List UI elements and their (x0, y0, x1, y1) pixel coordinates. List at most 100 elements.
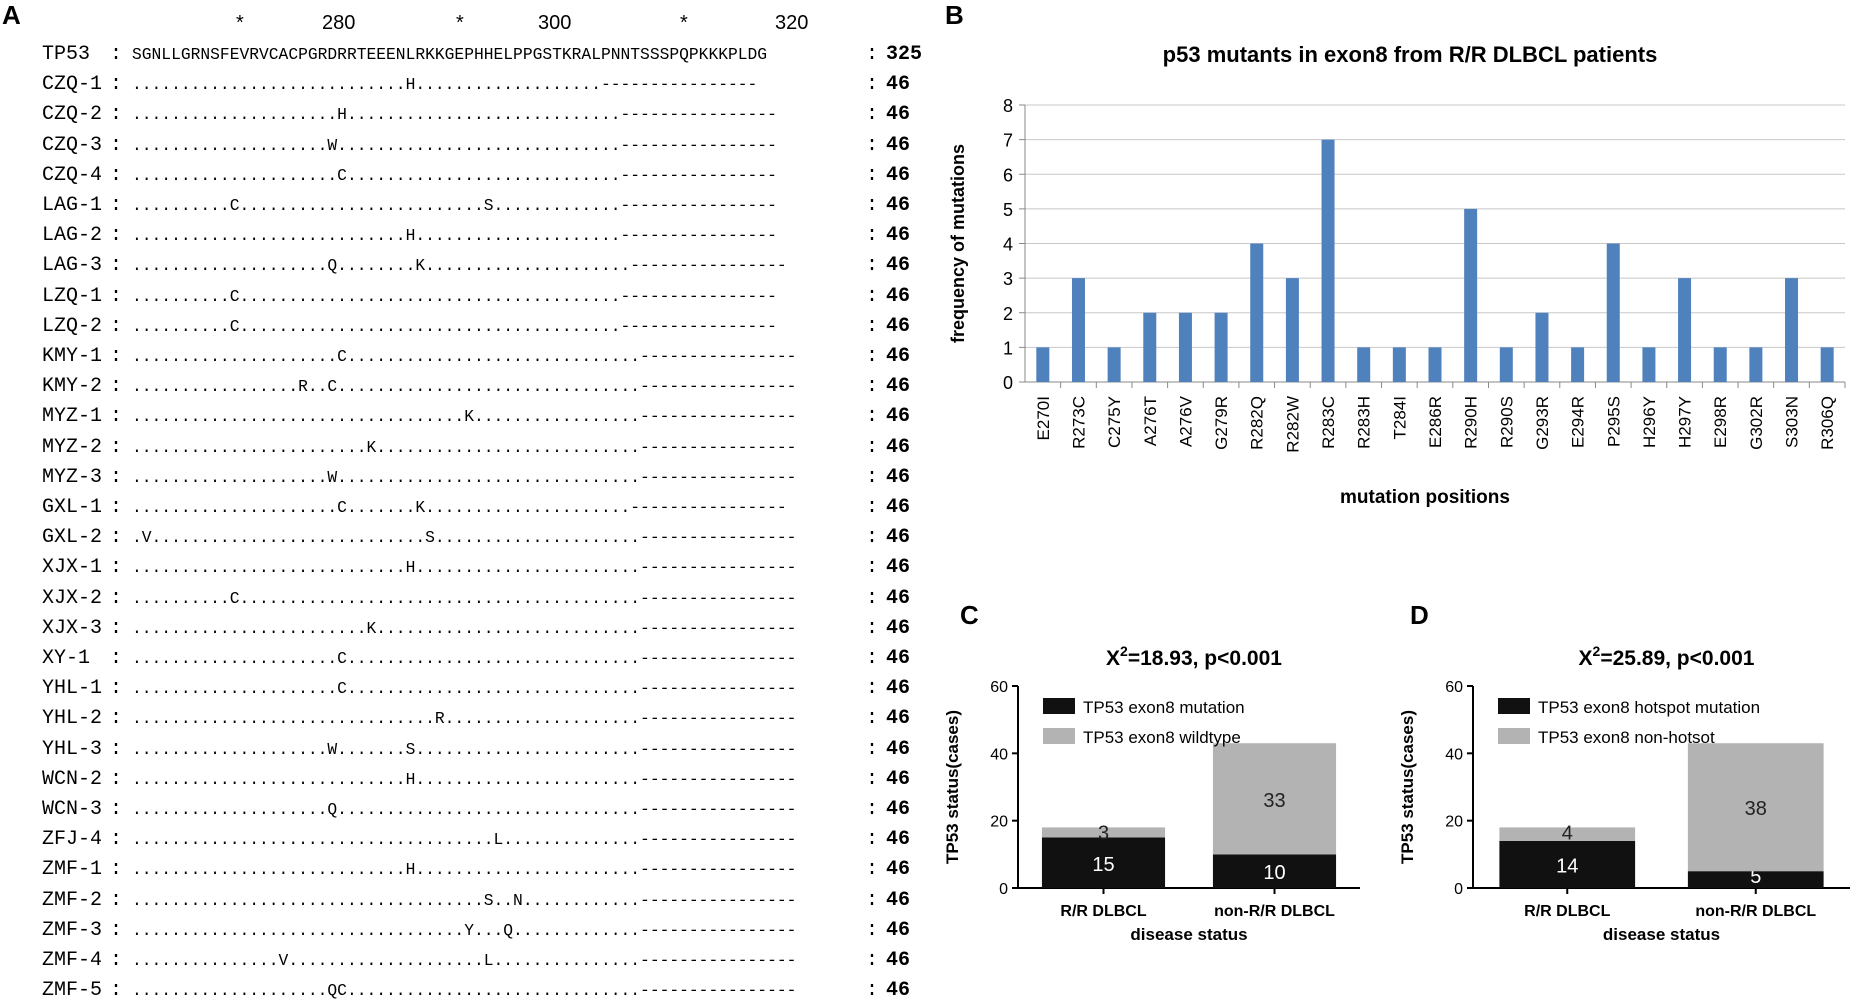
y-tick-label: 0 (999, 881, 1008, 898)
row-sequence: ....................QC..................… (132, 981, 797, 1001)
row-name: CZQ-4 (42, 163, 103, 187)
row-colon: : (866, 767, 879, 791)
x-tick-label: E298R (1711, 396, 1730, 448)
y-tick-label: 1 (1003, 338, 1013, 358)
row-colon: : (866, 858, 879, 882)
row-count: 46 (886, 103, 911, 127)
x-axis-label: disease status (1130, 925, 1247, 944)
row-colon: : (110, 798, 123, 821)
x-tick-label: R290H (1462, 396, 1481, 449)
row-name: LZQ-2 (42, 314, 103, 338)
row-count: 46 (886, 405, 911, 429)
x-tick-label: H296Y (1640, 396, 1659, 448)
row-count: 46 (886, 73, 911, 97)
bar (1071, 278, 1085, 382)
y-tick-label: 3 (1003, 269, 1013, 289)
bar (1499, 347, 1513, 382)
row-colon: : (866, 43, 879, 66)
y-tick-label: 7 (1003, 131, 1013, 151)
row-colon: : (110, 254, 123, 278)
row-colon: : (110, 526, 123, 550)
row-colon: : (866, 616, 879, 640)
x-tick-label: R/R DLBCL (1060, 903, 1146, 920)
bar (1285, 278, 1299, 382)
x-tick-label: E270I (1034, 396, 1053, 440)
row-colon: : (110, 496, 123, 519)
row-sequence: ..........C.............................… (132, 286, 777, 306)
y-axis-label: TP53 status(cases) (943, 710, 962, 864)
panel-label-a: A (2, 0, 21, 30)
x-tick-label: R273C (1069, 396, 1088, 449)
row-count: 46 (886, 677, 911, 701)
y-tick-label: 40 (990, 746, 1008, 763)
row-sequence: ..................................Y...Q.… (132, 920, 797, 940)
row-name: GXL-1 (42, 496, 103, 519)
row-name: WCN-3 (42, 798, 103, 821)
row-colon: : (866, 647, 879, 670)
panel-label-d: D (1410, 600, 1429, 630)
row-colon: : (110, 707, 123, 731)
row-colon: : (866, 465, 879, 489)
row-name: YHL-1 (42, 677, 103, 701)
legend-swatch (1043, 728, 1075, 744)
x-tick-label: G279R (1212, 396, 1231, 450)
row-colon: : (110, 647, 123, 670)
x-tick-label: R/R DLBCL (1524, 903, 1610, 920)
legend-swatch (1498, 728, 1530, 744)
row-sequence: ....................W...................… (132, 467, 797, 487)
y-tick-label: 2 (1003, 304, 1013, 324)
x-tick-label: R282W (1283, 396, 1302, 453)
row-colon: : (866, 375, 879, 399)
x-tick-label: R283C (1319, 396, 1338, 449)
x-axis-label: disease status (1603, 925, 1720, 944)
row-count: 46 (886, 918, 911, 942)
row-name: KMY-2 (42, 375, 103, 399)
x-tick-label: G302R (1747, 396, 1766, 450)
row-name: XY-1 (42, 647, 91, 670)
x-tick-label: R283H (1355, 396, 1374, 449)
bar (1036, 347, 1050, 382)
row-count: 46 (886, 194, 911, 217)
row-count: 46 (886, 496, 911, 519)
bar (1321, 139, 1335, 382)
y-tick-label: 0 (1003, 373, 1013, 393)
x-tick-label: G293R (1533, 396, 1552, 450)
y-tick-label: 60 (990, 679, 1008, 696)
panel-label-c: C (960, 600, 979, 630)
row-name: MYZ-1 (42, 405, 103, 429)
row-name: MYZ-3 (42, 465, 103, 489)
x-tick-label: E286R (1426, 396, 1445, 448)
bar-segment (1499, 827, 1636, 841)
y-axis-label: frequency of mutations (948, 144, 968, 343)
row-count: 46 (886, 888, 911, 912)
row-colon: : (110, 43, 123, 66)
row-colon: : (866, 224, 879, 248)
x-tick-label: non-R/R DLBCL (1695, 903, 1816, 920)
data-label: 15 (1092, 854, 1114, 876)
row-sequence: ....................................S..N… (132, 890, 797, 910)
row-colon: : (110, 375, 123, 399)
row-colon: : (110, 858, 123, 882)
row-colon: : (110, 163, 123, 187)
x-tick-label: R282Q (1248, 396, 1267, 450)
row-count: 325 (886, 43, 923, 66)
legend-label: TP53 exon8 mutation (1083, 698, 1245, 717)
row-colon: : (110, 616, 123, 640)
row-name: LAG-1 (42, 194, 103, 217)
row-colon: : (110, 888, 123, 912)
y-tick-label: 0 (1454, 881, 1463, 898)
row-sequence: ............................H...........… (132, 75, 758, 95)
row-name: XJX-3 (42, 616, 103, 640)
chart-title: p53 mutants in exon8 from R/R DLBCL pati… (1163, 42, 1658, 67)
row-sequence: .....................C..................… (132, 649, 797, 668)
row-name: XJX-1 (42, 556, 103, 580)
bar (1392, 347, 1406, 382)
x-tick-label: C275Y (1105, 396, 1124, 448)
row-colon: : (110, 556, 123, 580)
legend-label: TP53 exon8 wildtype (1083, 728, 1241, 747)
row-sequence: ............................H...........… (132, 769, 797, 789)
bar (1214, 312, 1228, 382)
row-colon: : (110, 224, 123, 248)
row-count: 46 (886, 556, 911, 580)
row-sequence: ........................K...............… (132, 618, 797, 638)
